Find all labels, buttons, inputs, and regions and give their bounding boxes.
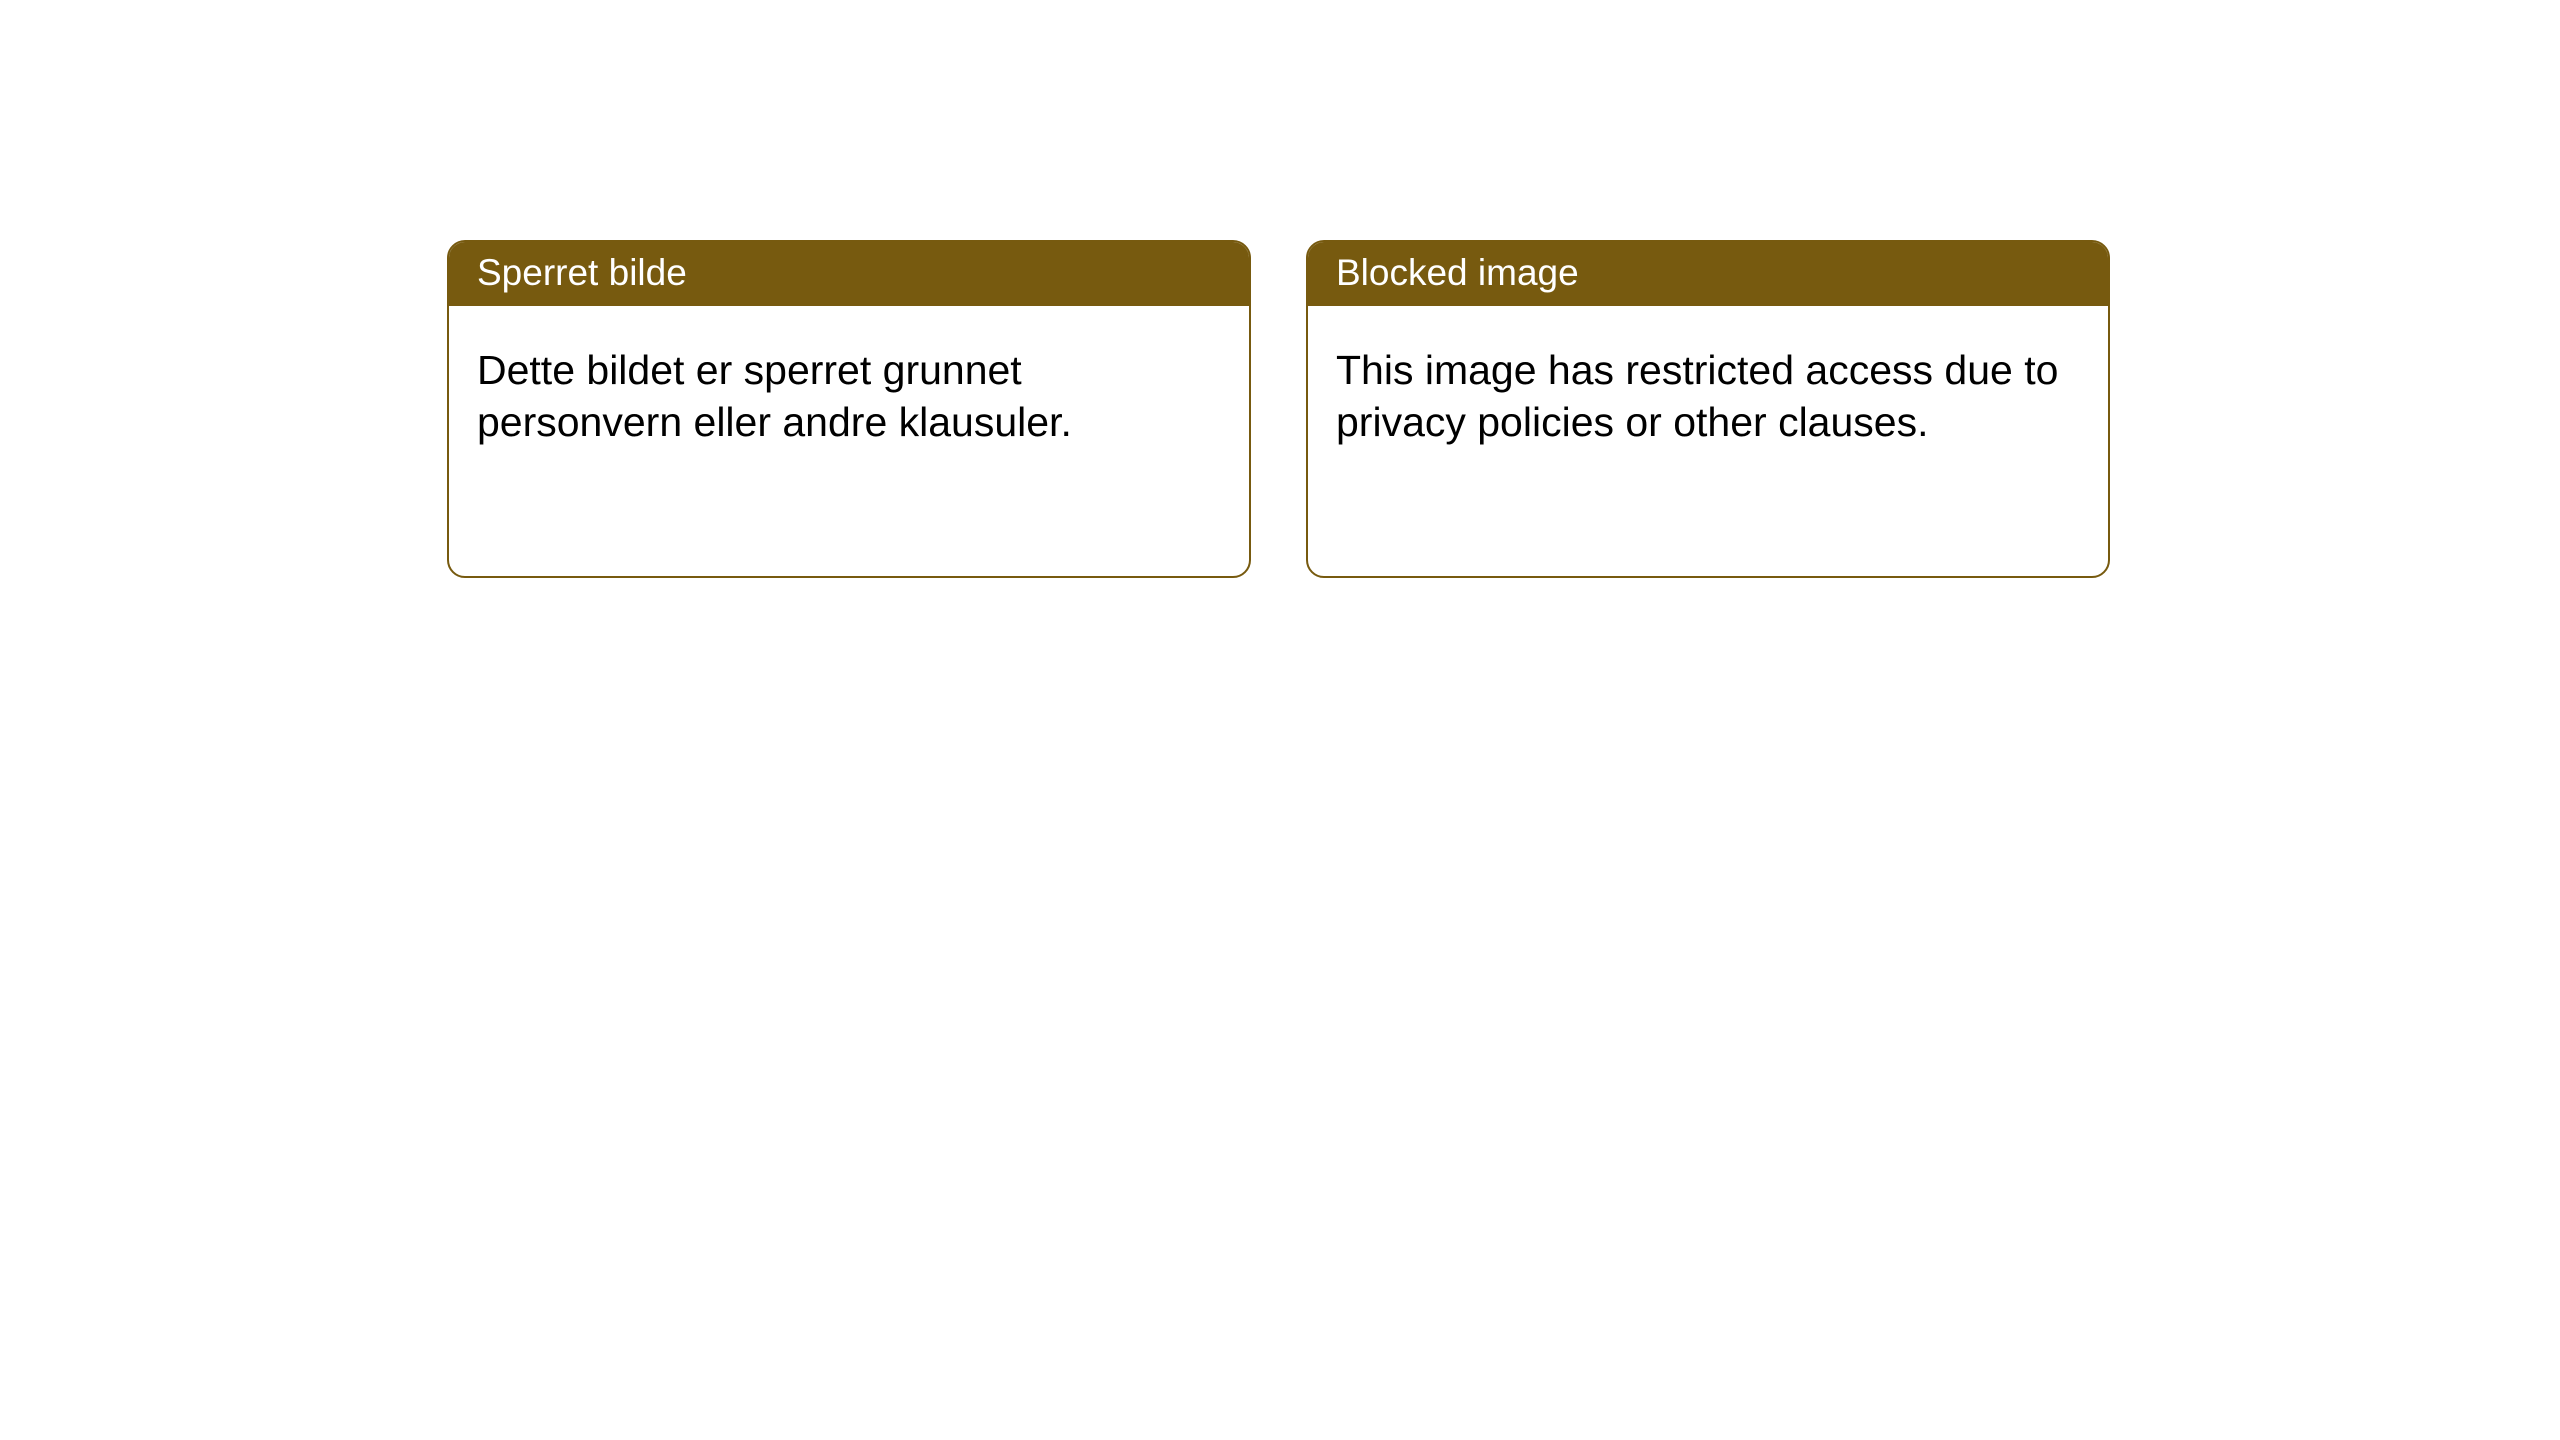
notice-body: This image has restricted access due to … (1308, 306, 2108, 477)
notice-title: Blocked image (1336, 252, 1579, 293)
notice-body: Dette bildet er sperret grunnet personve… (449, 306, 1249, 477)
notice-card-english: Blocked image This image has restricted … (1306, 240, 2110, 578)
notice-text: This image has restricted access due to … (1336, 347, 2058, 445)
blocked-image-notices: Sperret bilde Dette bildet er sperret gr… (447, 240, 2110, 578)
notice-text: Dette bildet er sperret grunnet personve… (477, 347, 1072, 445)
notice-card-norwegian: Sperret bilde Dette bildet er sperret gr… (447, 240, 1251, 578)
notice-header: Blocked image (1308, 242, 2108, 306)
notice-header: Sperret bilde (449, 242, 1249, 306)
notice-title: Sperret bilde (477, 252, 687, 293)
